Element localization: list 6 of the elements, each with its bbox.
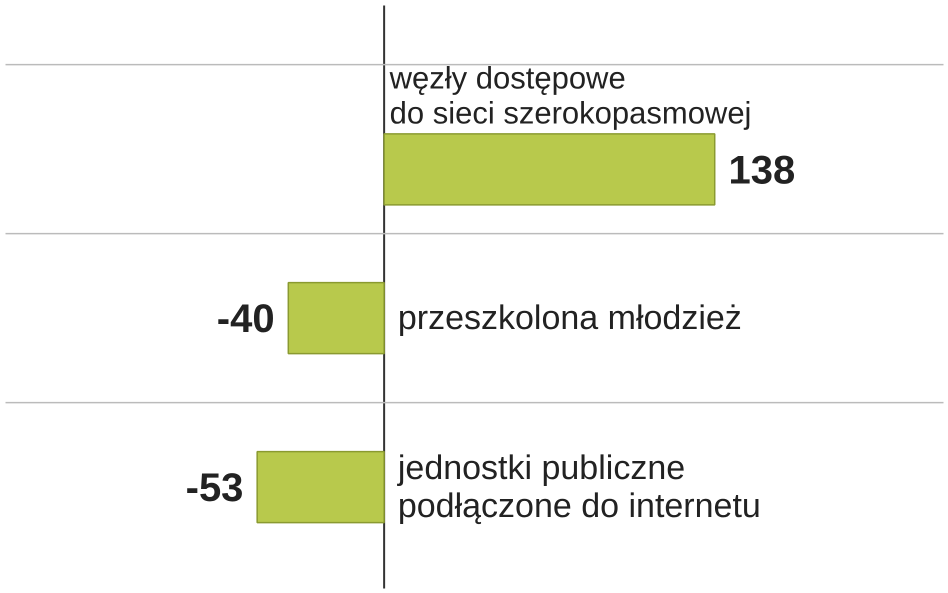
y-tick-label: jednostki publiczne podłączone do internetu [396,449,761,526]
data-label: -53 [186,466,244,510]
y-tick-label: węzły dostępowe do sieci szerokopasmowej [388,60,752,131]
y-tick-label: przeszkolona młodzież [398,299,742,338]
data-label: -40 [216,297,275,342]
data-label: 138 [728,148,796,192]
